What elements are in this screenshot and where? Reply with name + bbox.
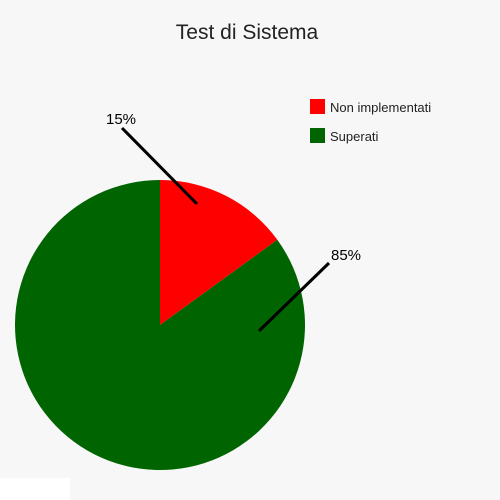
data-label-superati: 85% <box>331 247 361 264</box>
legend-label-superati: Superati <box>330 129 379 144</box>
pie-slice-superati <box>14 180 306 471</box>
data-label-non-implementati: 15% <box>106 111 136 128</box>
chart-title: Test di Sistema <box>176 21 319 44</box>
leader-line-superati <box>257 261 331 333</box>
pie-slice-non-implementati <box>160 180 278 325</box>
pie-slices <box>14 180 306 471</box>
leader-line-non-implementati <box>120 126 199 206</box>
legend-swatch-superati <box>310 128 325 143</box>
legend: Non implementati Superati <box>310 99 431 144</box>
leader-lines <box>120 126 331 333</box>
corner-patch <box>0 478 70 500</box>
legend-swatch-non-implementati <box>310 99 325 114</box>
legend-label-non-implementati: Non implementati <box>330 100 431 115</box>
